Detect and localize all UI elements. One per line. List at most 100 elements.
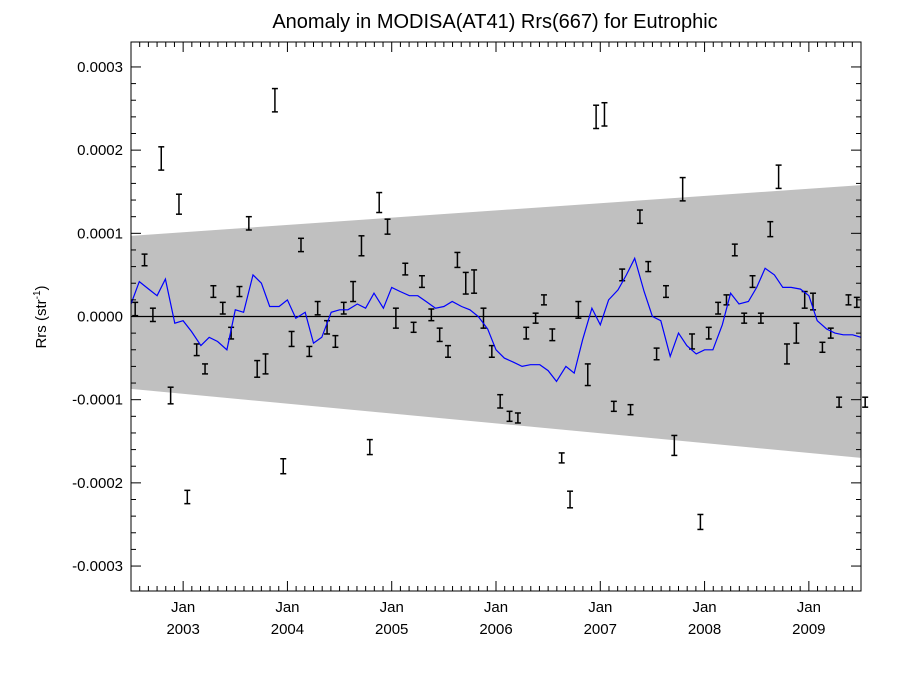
error-bar [741, 312, 748, 324]
error-bar [671, 434, 678, 457]
error-bar [132, 301, 139, 317]
error-bar [350, 280, 357, 303]
error-bar [749, 274, 756, 289]
error-bar [462, 271, 469, 295]
error-bar [271, 87, 278, 113]
error-bar [445, 344, 452, 359]
error-bar [254, 359, 261, 378]
error-bar [158, 146, 165, 171]
error-bar [297, 237, 304, 253]
error-bar [436, 327, 443, 343]
error-bar [679, 176, 686, 202]
error-bar [731, 243, 738, 257]
error-bar [601, 101, 608, 127]
error-bar [862, 396, 869, 408]
error-bar [575, 300, 582, 319]
error-bar [418, 274, 425, 289]
error-bar [593, 104, 600, 130]
error-bar [767, 220, 774, 238]
chart-title: Anomaly in MODISA(AT41) Rrs(667) for Eut… [272, 11, 717, 33]
error-bar [175, 193, 182, 215]
error-bar [340, 301, 347, 315]
x-tick-label-year: 2003 [166, 621, 199, 638]
y-tick-label: 0.0003 [77, 59, 123, 76]
error-bar [428, 308, 435, 322]
error-bar [202, 363, 209, 375]
error-bar [715, 301, 722, 315]
error-bar [775, 164, 782, 190]
error-bar [262, 353, 269, 375]
error-bar [558, 452, 565, 464]
error-bar [636, 209, 643, 225]
y-axis-label-close: ) [33, 285, 50, 290]
y-axis-label-superscript: -1 [32, 290, 43, 299]
error-bar [332, 334, 339, 349]
error-bar [184, 489, 191, 505]
uncertainty-band [131, 185, 861, 458]
error-bar [845, 294, 852, 306]
y-tick-label: -0.0002 [72, 475, 123, 492]
error-bar [532, 312, 539, 324]
error-bar [236, 285, 243, 298]
error-bar [402, 262, 409, 276]
error-bar [540, 294, 547, 306]
error-bar [306, 345, 313, 358]
error-bar [392, 307, 399, 329]
error-bar [705, 326, 712, 340]
error-bar [366, 438, 373, 456]
error-bar [219, 301, 226, 315]
axes: -0.0003 -0.0002 -0.0001 0.0000 0.0001 0.0002 0… [72, 41, 862, 638]
error-bar [245, 215, 252, 231]
error-bar [827, 327, 834, 339]
error-bar [627, 403, 634, 416]
error-bar [662, 284, 669, 299]
error-bar [836, 396, 843, 408]
error-bar [523, 326, 530, 340]
error-bar [376, 191, 383, 214]
error-bar [506, 410, 513, 423]
error-bar [567, 490, 574, 509]
x-tick-label-month: Jan [692, 599, 716, 616]
error-bar [610, 400, 617, 413]
y-axis-label-main: Rrs (str [33, 299, 50, 348]
error-bar [645, 260, 652, 273]
y-tick-label: 0.0000 [77, 309, 123, 326]
error-bar [757, 312, 764, 324]
error-bar [280, 457, 287, 475]
x-tick-label-month: Jan [171, 599, 195, 616]
error-bar [471, 269, 478, 294]
series-line [130, 256, 862, 383]
x-tick-label-year: 2009 [792, 621, 825, 638]
error-bar [549, 328, 556, 342]
x-tick-label-year: 2006 [479, 621, 512, 638]
x-tick-label-month: Jan [797, 599, 821, 616]
x-tick-label-year: 2004 [271, 621, 304, 638]
error-bar [497, 393, 504, 409]
error-bar [653, 347, 660, 361]
error-bar [149, 307, 156, 323]
y-tick-label: 0.0001 [77, 225, 123, 242]
error-bar [314, 300, 321, 316]
error-bar [384, 218, 391, 235]
error-bar [480, 307, 487, 329]
x-tick-label-year: 2005 [375, 621, 408, 638]
error-bar [723, 294, 730, 306]
error-bar [410, 321, 417, 334]
error-bar [584, 363, 591, 387]
y-axis-label: Rrs (str-1) [32, 285, 50, 348]
error-bar [783, 343, 790, 365]
error-bar [358, 235, 365, 257]
x-tick-label-month: Jan [380, 599, 404, 616]
error-bar [514, 412, 521, 424]
error-bar [793, 322, 800, 344]
error-bar [819, 341, 826, 354]
plot-area [130, 87, 869, 531]
error-bar [697, 513, 704, 531]
y-tick-label: -0.0001 [72, 392, 123, 409]
error-bar [141, 253, 148, 267]
y-tick-label: -0.0003 [72, 558, 123, 575]
x-tick-label-year: 2007 [584, 621, 617, 638]
error-bar [619, 268, 626, 282]
error-bar [193, 343, 200, 357]
